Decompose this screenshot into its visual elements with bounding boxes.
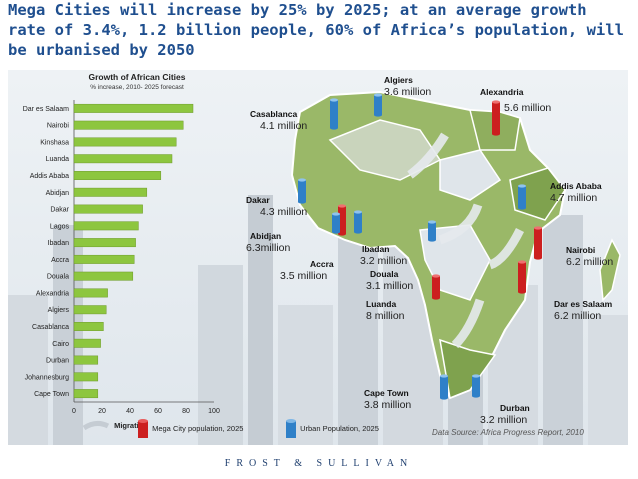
bar-cape-town (73, 389, 99, 399)
africa-map (290, 90, 621, 400)
x-tick-label: 40 (126, 408, 134, 415)
bar-alexandria (73, 288, 108, 298)
blue-cylinder-icon (286, 419, 296, 438)
city-label-cape-town: Cape Town 3.8 million (364, 388, 412, 411)
chart-subtitle: % increase, 2010- 2025 forecast (90, 84, 184, 91)
migration-arrows (407, 132, 525, 349)
population-cylinders (298, 93, 542, 400)
x-tick-label: 0 (72, 408, 76, 415)
x-tick-label: 100 (208, 408, 220, 415)
category-label: Cairo (52, 341, 69, 348)
category-label: Luanda (46, 156, 69, 163)
category-label: Dakar (50, 207, 69, 214)
data-source: Data Source: Africa Progress Report, 201… (432, 428, 584, 437)
city-label-durban: Durban 3.2 million (480, 403, 530, 426)
footer-logo: FROST & SULLIVAN (224, 458, 414, 469)
cylinder-luanda (432, 274, 440, 300)
category-label: Accra (51, 257, 69, 264)
city-label-abidjan: Abidjan 6.3million (246, 231, 291, 254)
bar-durban (73, 355, 99, 365)
bar-nairobi (73, 120, 184, 130)
legend-urban: Urban Population, 2025 (284, 418, 379, 440)
bar-ibadan (73, 238, 136, 248)
bar-cairo (73, 338, 101, 348)
category-label: Casablanca (32, 324, 69, 331)
bar-addis-ababa (73, 171, 162, 180)
bar-abidjan (73, 187, 148, 197)
category-label: Lagos (50, 223, 70, 230)
bar-algiers (73, 305, 107, 315)
cylinder-douala (428, 220, 436, 242)
bar-kinshasa (73, 137, 177, 147)
bar-lagos (73, 221, 139, 231)
category-label: Algiers (48, 307, 70, 314)
cylinder-nairobi (534, 226, 542, 260)
cylinder-algiers (374, 93, 382, 117)
category-label: Ibadan (48, 240, 70, 247)
city-label-alexandria: Alexandria 5.6 million (480, 87, 552, 114)
legend-migration: Migration (82, 418, 148, 434)
cylinder-cape-town (440, 374, 448, 400)
city-label-nairobi: Nairobi 6.2 million (566, 245, 614, 268)
category-label: Douala (47, 274, 69, 281)
x-tick-label: 20 (98, 408, 106, 415)
cylinder-addis-ababa (518, 184, 526, 210)
bar-luanda (73, 154, 173, 164)
bar-johannesburg (73, 372, 99, 382)
headline: Mega Cities will increase by 25% by 2025… (8, 1, 624, 59)
category-label: Addis Ababa (30, 173, 69, 180)
city-label-dakar: Dakar 4.3 million (246, 195, 308, 218)
cylinder-dakar (298, 178, 306, 204)
city-label-douala: Douala 3.1 million (366, 269, 414, 292)
cylinder-accra (332, 212, 340, 234)
bar-dakar (73, 204, 143, 214)
category-label: Durban (46, 358, 69, 365)
category-label: Cape Town (34, 391, 69, 398)
bar-accra (73, 254, 135, 264)
city-label-ibadan: Ibadan 3.2 million (360, 244, 408, 267)
red-cylinder-icon (138, 419, 148, 438)
city-label-casablanca: Casablanca 4.1 million (250, 109, 308, 132)
category-label: Alexandria (36, 290, 69, 297)
growth-bar-chart: Dar es Salaam Nairobi Kinshasa Luanda Addis … (23, 100, 220, 415)
bar-douala (73, 271, 134, 281)
city-label-luanda: Luanda 8 million (366, 299, 405, 322)
bar-casablanca (73, 322, 104, 331)
cylinder-durban (472, 374, 480, 398)
cylinder-casablanca (330, 98, 338, 130)
x-tick-label: 80 (182, 408, 190, 415)
category-label: Dar es Salaam (23, 106, 69, 113)
bar-dar-es-salaam (73, 103, 194, 113)
city-label-dar-es-salaam: Dar es Salaam 6.2 million (554, 299, 613, 322)
x-tick-label: 60 (154, 408, 162, 415)
city-label-addis-ababa: Addis Ababa 4.7 million (550, 181, 602, 204)
cylinder-abidjan (338, 204, 346, 236)
category-label: Johannesburg (25, 374, 69, 381)
migration-arrow-icon (82, 420, 110, 431)
category-label: Abidjan (46, 190, 69, 197)
city-label-accra: Accra 3.5 million (280, 259, 334, 282)
cylinder-dar-es-salaam (518, 260, 526, 294)
category-label: Nairobi (47, 123, 70, 130)
legend-mega: Mega City population, 2025 (136, 418, 243, 440)
city-label-algiers: Algiers 3.6 million (384, 75, 432, 98)
cylinder-ibadan (354, 210, 362, 234)
chart-title: Growth of African Cities (88, 72, 186, 82)
cylinder-alexandria (492, 100, 500, 136)
category-label: Kinshasa (40, 139, 69, 146)
